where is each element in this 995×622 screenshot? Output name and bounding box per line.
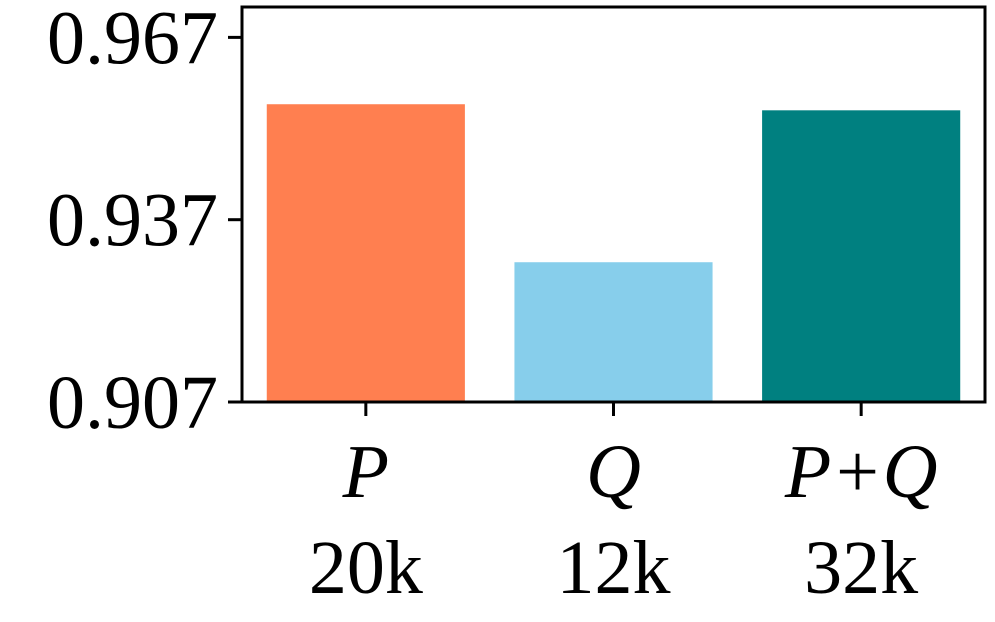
x-tick-sublabel: 32k [804,526,918,610]
bar-2 [514,262,713,402]
x-tick-label: P+Q [784,430,938,514]
y-tick-label: 0.967 [47,0,218,80]
bar-1 [266,104,465,402]
bars-group [266,104,961,403]
x-tick-sublabel: 12k [557,526,671,610]
bar-3 [762,110,961,403]
x-tick-label: Q [586,430,641,514]
y-axis: 0.907 0.937 0.967 [47,0,242,445]
x-tick-label: P [342,430,389,514]
x-axis: P 20k Q 12k P+Q 32k [309,402,938,610]
y-tick-label: 0.937 [47,179,218,263]
x-tick-sublabel: 20k [309,526,423,610]
y-tick-label: 0.907 [47,361,218,445]
